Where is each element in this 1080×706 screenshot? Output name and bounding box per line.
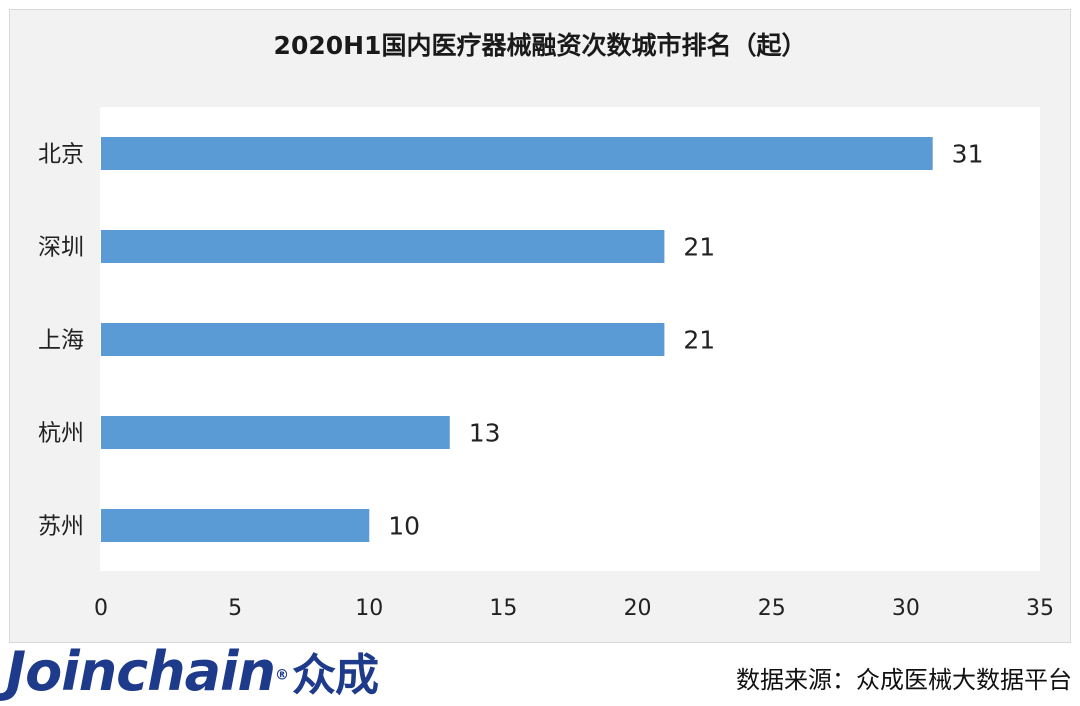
joinchain-logo: Joinchain®众成 bbox=[6, 640, 379, 706]
bar bbox=[101, 509, 370, 542]
category-label: 杭州 bbox=[38, 421, 84, 447]
x-tick-label: 10 bbox=[355, 596, 383, 621]
x-tick-label: 35 bbox=[1026, 596, 1054, 621]
category-label: 深圳 bbox=[38, 235, 84, 261]
bars-group: 北京 31 深圳 21 上海 21 杭州 13 苏州 10 bbox=[38, 137, 983, 542]
bar bbox=[101, 137, 933, 170]
logo-text: Joinchain bbox=[6, 640, 276, 703]
x-tick-label: 5 bbox=[228, 596, 242, 621]
x-tick-label: 25 bbox=[758, 596, 786, 621]
logo-registered-mark: ® bbox=[275, 667, 289, 684]
category-label: 上海 bbox=[38, 328, 84, 354]
data-label: 10 bbox=[388, 512, 420, 541]
category-label: 苏州 bbox=[38, 514, 84, 540]
x-tick-label: 0 bbox=[94, 596, 108, 621]
data-label: 13 bbox=[469, 419, 501, 448]
chart-title: 2020H1国内医疗器械融资次数城市排名（起） bbox=[273, 31, 807, 60]
x-tick-label: 30 bbox=[892, 596, 920, 621]
bar bbox=[101, 230, 665, 263]
bar bbox=[101, 323, 665, 356]
x-tick-label: 20 bbox=[624, 596, 652, 621]
x-axis-ticks: 0 5 10 15 20 25 30 35 bbox=[94, 596, 1054, 621]
data-label: 31 bbox=[952, 140, 984, 169]
data-label: 21 bbox=[683, 326, 715, 355]
data-label: 21 bbox=[683, 233, 715, 262]
category-label: 北京 bbox=[38, 142, 84, 168]
logo-cn-text: 众成 bbox=[292, 650, 379, 701]
bar bbox=[101, 416, 450, 449]
x-tick-label: 15 bbox=[489, 596, 517, 621]
data-source-note: 数据来源：众成医械大数据平台 bbox=[736, 666, 1072, 694]
